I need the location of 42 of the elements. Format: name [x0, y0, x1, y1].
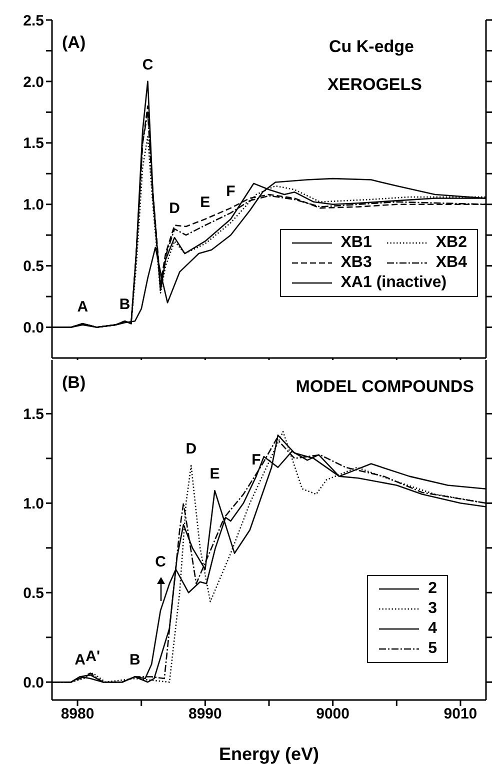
legend-label: XA1 (inactive) [340, 274, 447, 292]
annotation: C [142, 56, 154, 74]
y-tick-label: 1.5 [23, 406, 44, 424]
y-tick-label: 0.5 [23, 584, 44, 602]
annotation: A [74, 652, 86, 669]
annotation: MODEL COMPOUNDS [296, 377, 474, 396]
x-tick-label: 8990 [188, 706, 222, 723]
annotation: F [226, 183, 236, 200]
legend-label: XB2 [436, 234, 467, 252]
legend-label: 2 [428, 580, 437, 598]
legend-label: XB1 [340, 234, 372, 252]
x-tick-label: 9010 [444, 706, 478, 723]
annotation: A' [86, 648, 100, 666]
annotation: D [169, 200, 180, 218]
annotation: C [155, 553, 166, 570]
annotation: E [210, 466, 220, 483]
y-tick-label: 1.0 [23, 495, 44, 512]
annotation: F [252, 451, 261, 468]
annotation: E [200, 194, 210, 212]
annotation: D [186, 440, 197, 458]
text: (B) [62, 373, 86, 392]
text: (A) [62, 33, 86, 52]
annotation: A [77, 298, 88, 316]
y-tick-label: 0.5 [23, 258, 44, 276]
y-tick-label: 1.0 [23, 196, 44, 214]
legend-label: XB3 [340, 254, 372, 272]
y-tick-label: 2.5 [23, 12, 44, 30]
annotation: XEROGELS [328, 75, 422, 94]
annotation: B [119, 296, 130, 314]
y-tick-label: 0.0 [23, 674, 44, 692]
legend-label: 3 [428, 600, 437, 618]
y-tick-label: 2.0 [23, 74, 44, 91]
annotation: Cu K-edge [329, 37, 414, 56]
x-axis-title: Energy (eV) [218, 744, 320, 764]
y-tick-label: 0.0 [23, 320, 44, 337]
legend-label: 4 [428, 620, 437, 638]
x-tick-label: 8980 [60, 706, 94, 723]
annotation: B [130, 652, 141, 669]
legend-label: XB4 [436, 254, 467, 272]
y-tick-label: 1.5 [23, 135, 44, 152]
x-tick-label: 9000 [316, 706, 350, 723]
legend-label: 5 [428, 640, 437, 658]
